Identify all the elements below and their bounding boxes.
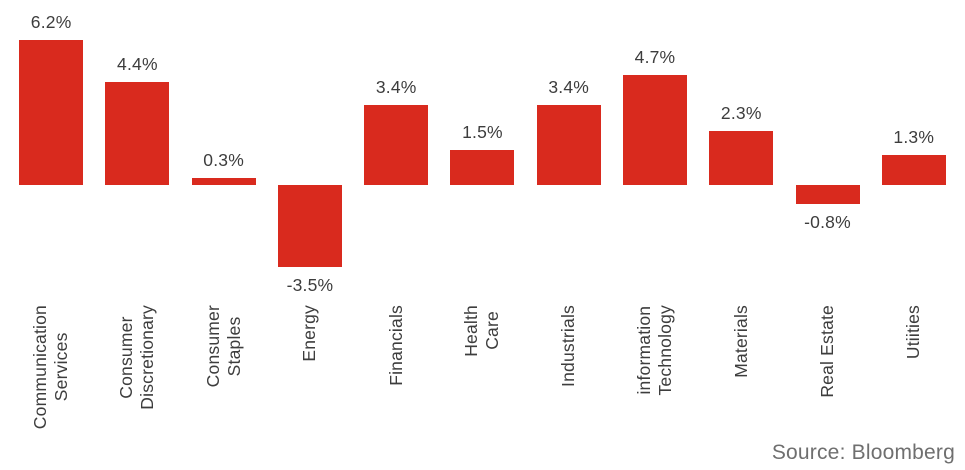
category-cell: Energy <box>267 305 353 435</box>
category-cell: Utiities <box>871 305 957 435</box>
bar <box>450 150 515 185</box>
value-label: 1.5% <box>462 122 503 142</box>
bar-area: 3.4% <box>526 0 612 305</box>
bar <box>277 185 342 267</box>
category-label: Financials <box>385 305 406 386</box>
bar <box>364 105 429 185</box>
chart-column: -0.8% Real Estate <box>784 0 870 435</box>
bar <box>622 75 687 185</box>
category-cell: Consumer Staples <box>181 305 267 435</box>
chart-column: 4.7% information Technology <box>612 0 698 435</box>
bar-area: 1.3% <box>871 0 957 305</box>
bar <box>105 82 170 185</box>
chart-column: 4.4% Consumer Discretionary <box>94 0 180 435</box>
bar-area: 3.4% <box>353 0 439 305</box>
bar <box>536 105 601 185</box>
value-label: -0.8% <box>804 212 851 232</box>
value-label: -3.5% <box>286 275 334 295</box>
category-cell: Materials <box>698 305 784 435</box>
bar <box>795 185 860 204</box>
category-cell: Communication Services <box>8 305 94 435</box>
value-label: 3.4% <box>375 77 417 97</box>
value-label: 6.2% <box>30 12 72 32</box>
category-label: Communication Services <box>30 305 72 430</box>
category-label: Consumer Staples <box>202 305 244 388</box>
value-label: 1.3% <box>893 127 935 147</box>
value-label: 4.7% <box>634 47 676 67</box>
value-label: 2.3% <box>720 103 762 123</box>
bar <box>881 155 946 185</box>
chart-column: 6.2% Communication Services <box>8 0 94 435</box>
bar-area: 1.5% <box>439 0 525 305</box>
bar <box>191 178 256 185</box>
category-cell: Consumer Discretionary <box>94 305 180 435</box>
category-cell: Health Care <box>439 305 525 435</box>
plot-area: 6.2% Communication Services 4.4% Consumer D… <box>8 0 957 435</box>
bar-area: 4.4% <box>94 0 180 305</box>
category-cell: information Technology <box>612 305 698 435</box>
category-label: Energy <box>299 305 320 362</box>
category-label: Materials <box>730 305 751 378</box>
category-cell: Financials <box>353 305 439 435</box>
value-label: 0.3% <box>203 150 245 170</box>
category-label: Utiities <box>903 305 924 360</box>
chart-column: 1.3% Utiities <box>871 0 957 435</box>
category-cell: Real Estate <box>784 305 870 435</box>
bar-area: -0.8% <box>784 0 870 305</box>
bar <box>709 131 774 185</box>
source-row: Source: Bloomberg <box>0 435 965 470</box>
bar-area: 2.3% <box>698 0 784 305</box>
chart-column: -3.5% Energy <box>267 0 353 435</box>
category-label: Consumer Discretionary <box>116 305 158 410</box>
chart-column: 1.5% Health Care <box>439 0 525 435</box>
category-label: Industrials <box>558 305 579 387</box>
bar-area: 6.2% <box>8 0 94 305</box>
bar-area: 0.3% <box>181 0 267 305</box>
source-credit: Source: Bloomberg <box>771 440 955 464</box>
bar <box>19 40 84 185</box>
value-label: 4.4% <box>117 54 158 74</box>
chart-column: 3.4% Industrials <box>526 0 612 435</box>
bar-area: 4.7% <box>612 0 698 305</box>
category-label: Health Care <box>461 305 503 357</box>
bar-area: -3.5% <box>267 0 353 305</box>
category-cell: Industrials <box>526 305 612 435</box>
value-label: 3.4% <box>548 77 590 97</box>
chart-column: 3.4% Financials <box>353 0 439 435</box>
chart-column: 2.3% Materials <box>698 0 784 435</box>
chart-column: 0.3% Consumer Staples <box>181 0 267 435</box>
category-label: information Technology <box>633 305 675 396</box>
category-label: Real Estate <box>817 305 838 398</box>
